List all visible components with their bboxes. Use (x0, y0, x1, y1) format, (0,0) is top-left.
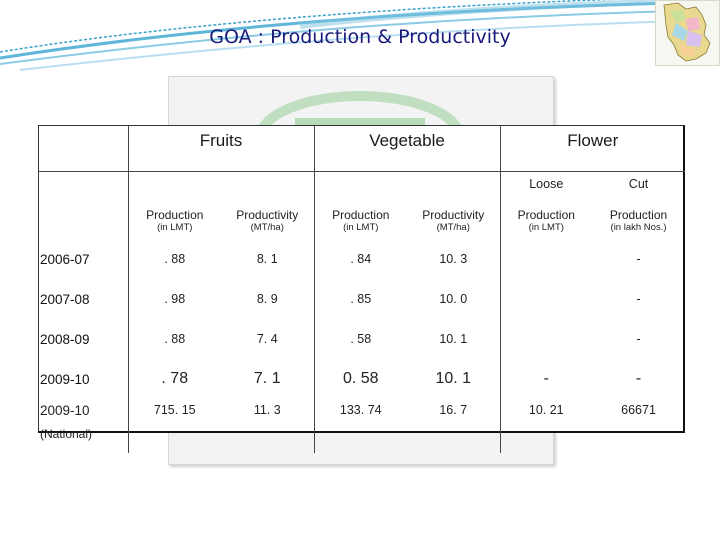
row-year: 2009-10 (40, 371, 90, 387)
col-label: Productivity (422, 208, 485, 222)
cell-fruit-production: . 78 (127, 359, 221, 399)
row-year: 2006-07 (40, 251, 90, 267)
cell-veg-productivity: 10. 1 (439, 332, 468, 346)
col-label: Production (127, 196, 221, 222)
slide-title: GOA : Production & Productivity (209, 26, 511, 48)
col-label: Production (609, 208, 668, 222)
cell-veg-productivity: 10. 0 (439, 292, 468, 306)
cell-fruit-productivity: 7. 1 (253, 370, 281, 387)
col-label: Production (499, 196, 593, 222)
col-label: Production (313, 196, 407, 222)
cell-veg-production: 133. 74 (313, 399, 407, 453)
cell-fruit-productivity: 8. 1 (256, 252, 278, 266)
group-header-vegetable: Vegetable (313, 125, 501, 172)
national-year: 2009-10 (40, 403, 90, 418)
blank-cell (313, 171, 407, 196)
table-row: 2009-10 . 78 7. 1 0. 58 10. 1 - - (38, 359, 685, 399)
cell-veg-productivity: 10. 3 (439, 252, 468, 266)
col-label: Productivity (236, 208, 299, 222)
col-unit: (in LMT) (499, 222, 593, 239)
blank-cell (407, 172, 500, 197)
cell-veg-productivity: 10. 1 (435, 370, 472, 387)
blank-cell (38, 222, 128, 239)
table-row-national: 2009-10 (National) 715. 15 11. 3 133. 74… (38, 399, 685, 453)
cell-veg-production: . 84 (313, 239, 407, 279)
cell-flower-cut: - (636, 252, 641, 266)
cell-fruit-productivity: 8. 9 (256, 292, 278, 306)
row-year-national: 2009-10 (National) (38, 399, 128, 453)
flower-loose-header: Loose (499, 171, 593, 196)
col-unit: (MT/ha) (250, 222, 284, 233)
group-header-flower: Flower (499, 125, 686, 172)
cell-fruit-production: . 98 (127, 279, 221, 319)
blank-cell (38, 196, 128, 222)
blank-cell (127, 171, 221, 196)
cell-veg-production: 0. 58 (313, 359, 407, 399)
cell-veg-production: . 58 (313, 319, 407, 359)
cell-flower-loose: - (499, 359, 593, 399)
cell-flower-cut: - (635, 370, 642, 387)
cell-flower-loose (499, 279, 593, 319)
flower-cut-header: Cut (628, 177, 649, 191)
col-unit: (in lakh Nos.) (610, 222, 667, 233)
col-unit: (MT/ha) (436, 222, 470, 233)
cell-flower-loose: 10. 21 (499, 399, 593, 453)
row-year: 2008-09 (40, 331, 90, 347)
table-row: 2006-07 . 88 8. 1 . 84 10. 3 - (38, 239, 685, 279)
production-table: Fruits Vegetable Flower Loose Cut Produc… (38, 125, 686, 453)
cell-veg-productivity: 16. 7 (439, 403, 468, 417)
national-label: (National) (40, 427, 93, 441)
group-header-fruits: Fruits (127, 125, 314, 172)
cell-fruit-production: 715. 15 (127, 399, 221, 453)
cell-flower-cut: - (636, 292, 641, 306)
row-year: 2007-08 (40, 291, 90, 307)
corner-cell (38, 125, 128, 172)
table-row: 2007-08 . 98 8. 9 . 85 10. 0 - (38, 279, 685, 319)
cell-fruit-productivity: 7. 4 (256, 332, 278, 346)
table-row: 2008-09 . 88 7. 4 . 58 10. 1 - (38, 319, 685, 359)
cell-fruit-production: . 88 (127, 319, 221, 359)
blank-cell (38, 172, 128, 197)
cell-fruit-productivity: 11. 3 (253, 403, 281, 417)
cell-veg-production: . 85 (313, 279, 407, 319)
cell-flower-loose (499, 319, 593, 359)
goa-map-image (655, 0, 720, 66)
col-unit: (in LMT) (313, 222, 407, 239)
cell-fruit-production: . 88 (127, 239, 221, 279)
cell-flower-cut: 66671 (621, 403, 656, 417)
blank-cell (221, 172, 314, 197)
col-unit: (in LMT) (127, 222, 221, 239)
cell-flower-loose (499, 239, 593, 279)
cell-flower-cut: - (636, 332, 641, 346)
